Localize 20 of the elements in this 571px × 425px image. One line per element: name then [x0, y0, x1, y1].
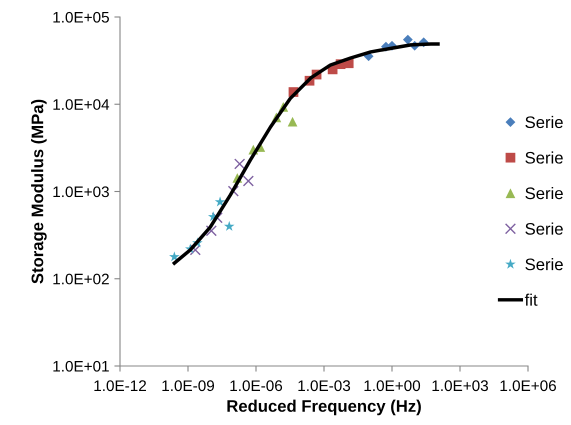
x-axis-title: Reduced Frequency (Hz)	[227, 400, 421, 416]
x-tick-label: 1.0E+06	[500, 380, 556, 392]
legend-label: Serie	[525, 151, 563, 164]
y-tick-label: 1.0E+05	[53, 12, 109, 23]
legend-label: fit	[524, 294, 538, 306]
y-tick-label: 1.0E+03	[53, 186, 109, 198]
x-tick-label: 1.0E-06	[230, 380, 282, 392]
x-tick-label: 1.0E-09	[162, 380, 214, 392]
x-tick-label: 1.0E+03	[432, 380, 488, 392]
legend-label: Serie	[525, 222, 563, 235]
y-tick-label: 1.0E+01	[53, 360, 109, 372]
y-tick-label: 1.0E+04	[53, 99, 110, 110]
legend-label: Serie	[525, 116, 563, 128]
x-tick-label: 1.0E+00	[364, 380, 420, 392]
x-tick-label: 1.0E-03	[298, 380, 350, 392]
y-axis-title: Storage Modulus (MPa)	[31, 100, 47, 284]
y-tick-label: 1.0E+02	[53, 274, 109, 284]
legend-label: Serie	[525, 186, 563, 200]
x-tick-label: 1.0E-12	[94, 380, 146, 392]
legend-label: Serie	[525, 258, 563, 270]
